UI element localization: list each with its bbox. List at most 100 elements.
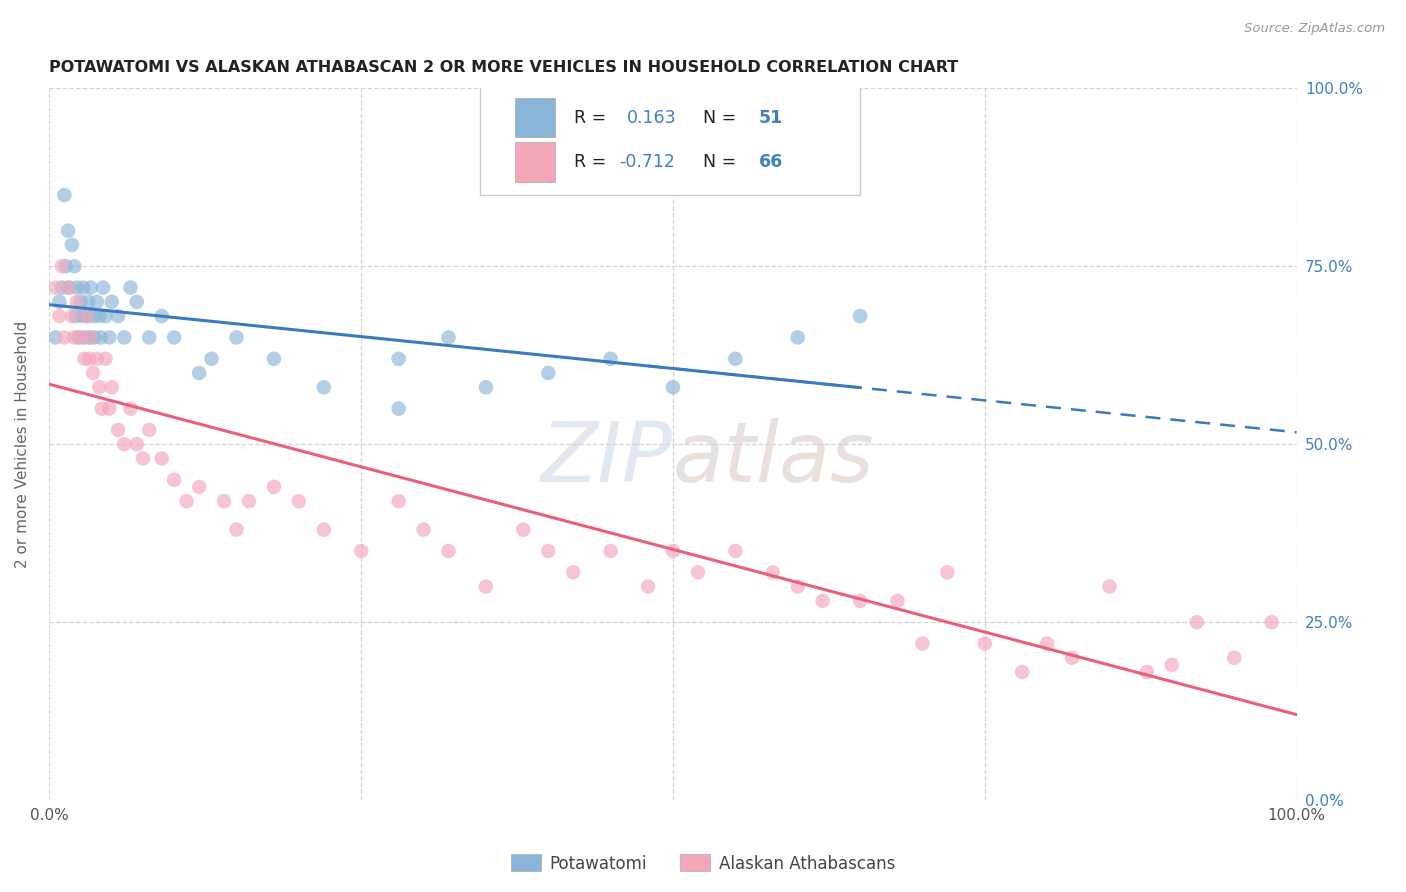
- FancyBboxPatch shape: [479, 85, 860, 195]
- Point: [212, 494, 235, 508]
- Text: POTAWATOMI VS ALASKAN ATHABASCAN 2 OR MORE VEHICLES IN HOUSEHOLD CORRELATION CHA: POTAWATOMI VS ALASKAN ATHABASCAN 2 OR MO…: [49, 60, 959, 75]
- Point: [82, 309, 104, 323]
- Point: [90, 330, 112, 344]
- Point: [77, 294, 100, 309]
- Point: [125, 294, 148, 309]
- Point: [163, 330, 186, 344]
- Point: [51, 259, 73, 273]
- Point: [89, 309, 111, 323]
- Point: [886, 594, 908, 608]
- Point: [200, 351, 222, 366]
- Point: [138, 423, 160, 437]
- Point: [67, 330, 90, 344]
- Point: [69, 294, 91, 309]
- Point: [79, 351, 101, 366]
- Point: [849, 594, 872, 608]
- Point: [388, 401, 411, 416]
- Point: [69, 330, 91, 344]
- Point: [132, 451, 155, 466]
- Point: [686, 566, 709, 580]
- Point: [1160, 657, 1182, 672]
- Point: [1011, 665, 1033, 679]
- Point: [90, 401, 112, 416]
- Point: [911, 636, 934, 650]
- Point: [120, 280, 142, 294]
- Point: [73, 330, 96, 344]
- Point: [82, 366, 104, 380]
- Text: Source: ZipAtlas.com: Source: ZipAtlas.com: [1244, 22, 1385, 36]
- Point: [724, 544, 747, 558]
- Point: [51, 280, 73, 294]
- Point: [58, 280, 80, 294]
- Point: [1036, 636, 1059, 650]
- Point: [125, 437, 148, 451]
- Point: [188, 480, 211, 494]
- Point: [65, 309, 87, 323]
- Point: [1260, 615, 1282, 630]
- Point: [53, 188, 76, 202]
- Point: [263, 480, 285, 494]
- Y-axis label: 2 or more Vehicles in Household: 2 or more Vehicles in Household: [15, 320, 30, 568]
- Point: [599, 544, 621, 558]
- Point: [107, 423, 129, 437]
- Point: [63, 259, 86, 273]
- Point: [811, 594, 834, 608]
- Point: [1185, 615, 1208, 630]
- Point: [163, 473, 186, 487]
- Point: [225, 523, 247, 537]
- Point: [138, 330, 160, 344]
- Point: [86, 351, 108, 366]
- Point: [263, 351, 285, 366]
- Point: [786, 580, 808, 594]
- FancyBboxPatch shape: [515, 143, 554, 182]
- Point: [101, 294, 124, 309]
- Point: [120, 401, 142, 416]
- Point: [94, 309, 117, 323]
- Point: [112, 330, 135, 344]
- Point: [66, 280, 89, 294]
- Point: [936, 566, 959, 580]
- Text: 0.163: 0.163: [627, 109, 676, 127]
- Text: N =: N =: [703, 153, 742, 171]
- Point: [599, 351, 621, 366]
- Point: [79, 280, 101, 294]
- Point: [150, 309, 173, 323]
- Text: R =: R =: [575, 153, 612, 171]
- Point: [388, 351, 411, 366]
- Text: -0.712: -0.712: [620, 153, 675, 171]
- Point: [176, 494, 198, 508]
- Point: [79, 330, 101, 344]
- Point: [537, 366, 560, 380]
- Point: [76, 309, 98, 323]
- Point: [437, 544, 460, 558]
- Point: [475, 580, 498, 594]
- Point: [1060, 650, 1083, 665]
- Point: [76, 309, 98, 323]
- Point: [662, 380, 685, 394]
- Point: [762, 566, 785, 580]
- Legend: Potawatomi, Alaskan Athabascans: Potawatomi, Alaskan Athabascans: [505, 847, 901, 880]
- Point: [350, 544, 373, 558]
- Point: [91, 280, 114, 294]
- Point: [56, 280, 79, 294]
- Point: [1223, 650, 1246, 665]
- Point: [662, 544, 685, 558]
- Point: [55, 259, 77, 273]
- Text: 51: 51: [759, 109, 783, 127]
- Point: [637, 580, 659, 594]
- Point: [786, 330, 808, 344]
- Point: [288, 494, 311, 508]
- Point: [60, 309, 83, 323]
- Point: [312, 380, 335, 394]
- Point: [188, 366, 211, 380]
- Point: [79, 330, 101, 344]
- FancyBboxPatch shape: [515, 98, 554, 137]
- Point: [849, 309, 872, 323]
- Point: [312, 523, 335, 537]
- Text: 66: 66: [759, 153, 783, 171]
- Point: [101, 380, 124, 394]
- Point: [72, 280, 94, 294]
- Point: [388, 494, 411, 508]
- Point: [94, 351, 117, 366]
- Point: [973, 636, 995, 650]
